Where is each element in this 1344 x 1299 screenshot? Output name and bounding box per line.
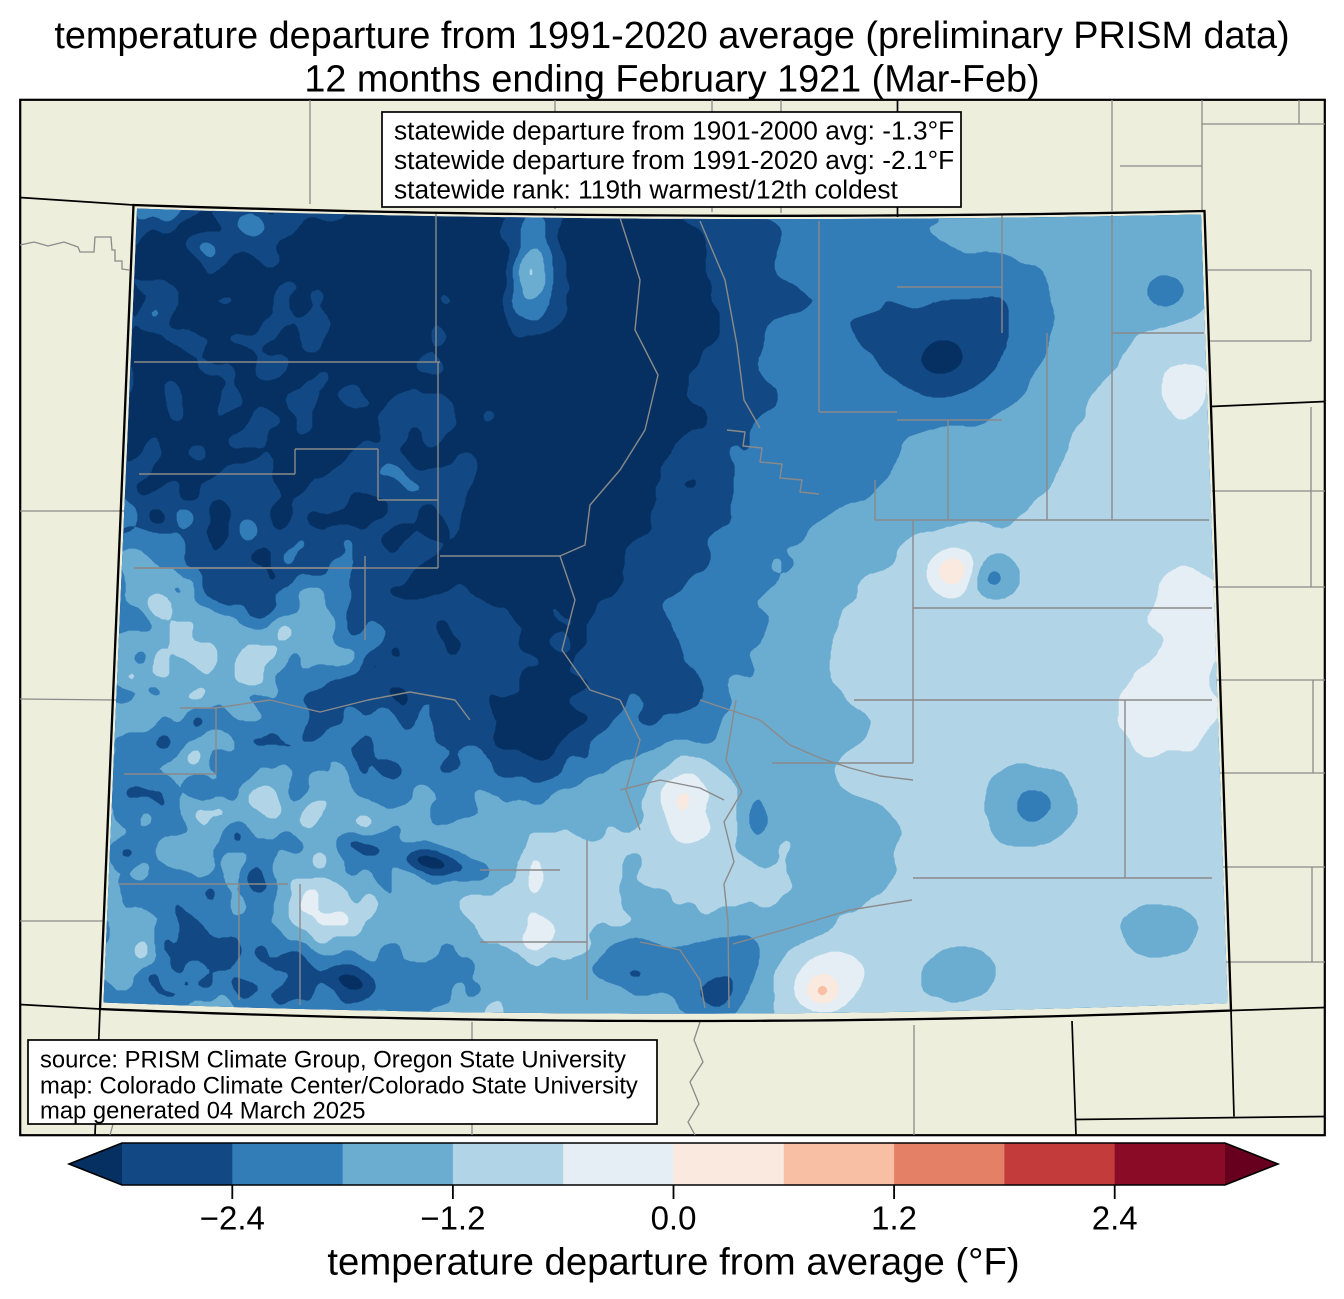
- svg-text:statewide departure from 1901-: statewide departure from 1901-2000 avg: …: [394, 116, 954, 146]
- svg-text:temperature departure from ave: temperature departure from average (°F): [327, 1241, 1019, 1284]
- svg-text:map: Colorado Climate Center/C: map: Colorado Climate Center/Colorado St…: [40, 1073, 638, 1100]
- svg-text:statewide departure from 1991-: statewide departure from 1991-2020 avg: …: [394, 145, 954, 175]
- svg-text:−2.4: −2.4: [200, 1200, 265, 1237]
- svg-text:12 months ending February 1921: 12 months ending February 1921 (Mar-Feb): [304, 59, 1039, 101]
- svg-text:1.2: 1.2: [871, 1200, 917, 1237]
- svg-text:map generated 04 March 2025: map generated 04 March 2025: [40, 1098, 365, 1125]
- svg-text:2.4: 2.4: [1092, 1200, 1138, 1237]
- svg-text:0.0: 0.0: [651, 1200, 697, 1237]
- svg-text:−1.2: −1.2: [420, 1200, 485, 1237]
- svg-text:statewide rank: 119th warmest/: statewide rank: 119th warmest/12th colde…: [394, 175, 898, 205]
- svg-text:temperature departure from 199: temperature departure from 1991-2020 ave…: [54, 15, 1289, 57]
- svg-text:source: PRISM Climate Group, O: source: PRISM Climate Group, Oregon Stat…: [40, 1047, 626, 1074]
